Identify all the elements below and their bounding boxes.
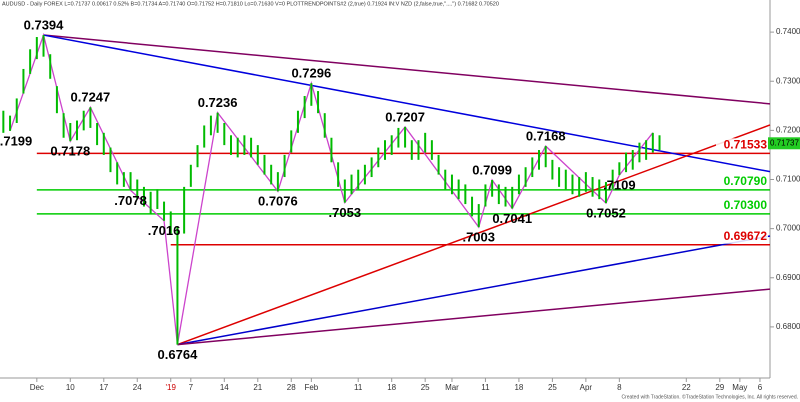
pivot-label: 0.7178 <box>50 144 90 159</box>
pivot-label: 0.7099 <box>472 162 512 177</box>
header: AUDUSD - Daily FOREX L=0.71737 0.00617 0… <box>2 1 499 7</box>
x-tick-label: 11 <box>481 383 490 392</box>
x-tick-label: Mar <box>445 383 459 392</box>
x-tick-label: 25 <box>421 383 430 392</box>
pivot-label: .7016 <box>148 223 181 238</box>
pivot-label: 0.6764 <box>158 347 199 362</box>
last-price-box <box>768 137 800 150</box>
level-label: 0.70300 <box>724 198 768 212</box>
trendline <box>177 124 771 346</box>
x-tick-label: May <box>732 383 747 392</box>
level-label: 0.69672 <box>724 229 768 243</box>
level-label: 0.70790 <box>724 174 768 188</box>
x-tick-label: 6 <box>758 383 763 392</box>
x-tick-label: 18 <box>387 383 396 392</box>
x-tick-label: 24 <box>133 383 142 392</box>
level-label-bg <box>716 174 768 189</box>
x-tick-label: Feb <box>304 383 318 392</box>
pivot-label: 0.7168 <box>526 129 566 144</box>
pivot-label: 0.7041 <box>492 211 532 226</box>
level-label-bg <box>716 138 768 153</box>
x-tick-label: 14 <box>220 383 229 392</box>
trendline <box>43 34 771 105</box>
pivot-label: 0.7247 <box>71 90 111 105</box>
pivot-label: .7078 <box>114 193 147 208</box>
x-tick-label: 29 <box>715 383 724 392</box>
pivot-label: .7003 <box>462 230 495 245</box>
pivot-label: 0.7394 <box>24 17 65 32</box>
x-tick-label: 11 <box>354 383 363 392</box>
pivot-label: 0.7076 <box>258 194 298 209</box>
pivot-label: 0.7296 <box>291 66 331 81</box>
x-tick-label: 28 <box>287 383 296 392</box>
x-tick-label: 17 <box>99 383 108 392</box>
last-price-label: 0.71737 <box>770 138 799 147</box>
x-tick-label: 7 <box>189 383 194 392</box>
pivot-label: 0.7207 <box>385 109 425 124</box>
trendline <box>177 235 771 346</box>
pivot-label: .7053 <box>329 205 362 220</box>
x-tick-label: 10 <box>66 383 75 392</box>
trendline <box>177 288 771 346</box>
x-tick-label: 21 <box>253 383 262 392</box>
trendline <box>43 34 771 173</box>
level-label-bg <box>716 229 768 244</box>
x-tick-label: 25 <box>548 383 557 392</box>
x-tick-label: 22 <box>682 383 691 392</box>
pivot-label: .7199 <box>0 133 32 148</box>
level-label: 0.71533 <box>724 137 768 151</box>
x-tick-label: '19 <box>166 383 177 392</box>
level-label-bg <box>716 198 768 213</box>
x-tick-label: 18 <box>514 383 523 392</box>
pivot-label: 0.7052 <box>586 206 626 221</box>
pivot-label: .7109 <box>603 178 636 193</box>
x-tick-label: Apr <box>580 383 593 392</box>
pivot-label: 0.7236 <box>198 95 238 110</box>
footer: Created with TradeStation. ©TradeStation… <box>621 393 798 400</box>
x-tick-label: 8 <box>617 383 622 392</box>
y-tick-label: 0.74000 <box>776 27 800 36</box>
x-tick-label: Dec <box>30 383 44 392</box>
